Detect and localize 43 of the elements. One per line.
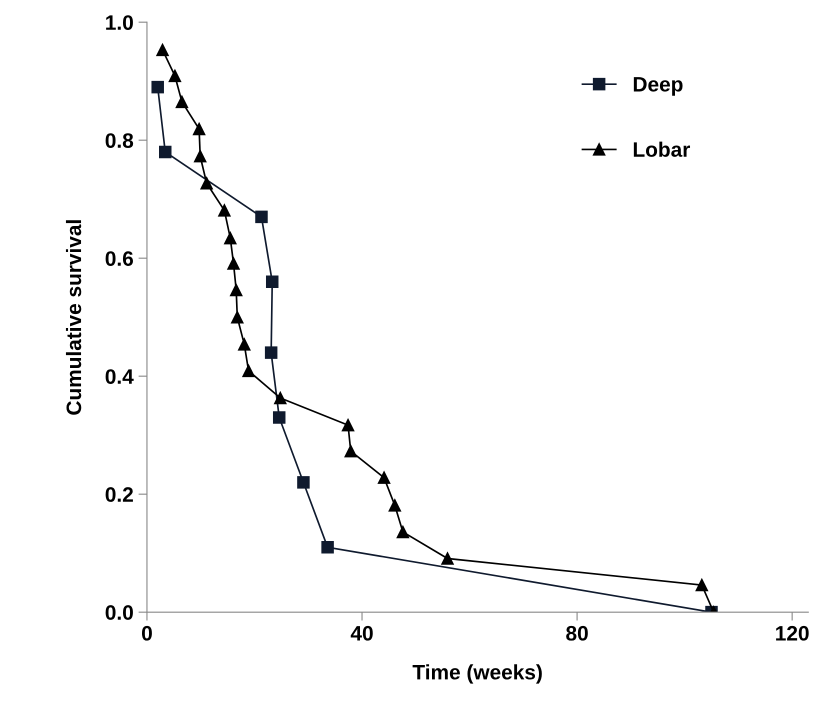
- point: [378, 471, 390, 484]
- point: [176, 96, 188, 108]
- point: [255, 210, 268, 224]
- point: [168, 70, 182, 82]
- point: [242, 364, 255, 378]
- y-tick-label: 0.0: [106, 605, 133, 620]
- point: [274, 392, 287, 404]
- y-tick-label: 1.0: [106, 15, 133, 30]
- point: [200, 177, 213, 190]
- point: [231, 310, 244, 324]
- legend-label: Deep: [634, 77, 683, 96]
- point: [194, 150, 206, 162]
- point: [342, 418, 354, 432]
- point: [156, 44, 169, 56]
- y-tick-label: 0.2: [106, 487, 133, 502]
- point: [264, 346, 278, 359]
- y-axis-title: Cumulative survival: [66, 220, 82, 415]
- point: [158, 146, 172, 158]
- x-tick-label: 120: [776, 626, 809, 641]
- point: [230, 284, 242, 296]
- point: [321, 541, 334, 554]
- point: [696, 578, 708, 592]
- point: [218, 204, 231, 217]
- point: [266, 276, 278, 288]
- point: [344, 444, 357, 458]
- point: [227, 257, 240, 270]
- y-tick-label: 0.4: [106, 369, 134, 384]
- y-tick-label: 0.6: [106, 251, 134, 266]
- legend-label: Lobar: [634, 142, 690, 157]
- point: [388, 499, 402, 512]
- point: [224, 232, 237, 244]
- x-axis-title: Time (weeks): [412, 664, 542, 684]
- x-tick-label: 80: [566, 626, 588, 641]
- x-tick-label: 40: [350, 626, 373, 641]
- point: [441, 552, 454, 565]
- x-tick-label: 0: [142, 626, 152, 641]
- point: [396, 526, 410, 538]
- point: [297, 476, 310, 489]
- point: [238, 338, 251, 351]
- point: [151, 80, 164, 94]
- point: [272, 411, 286, 424]
- point: [192, 122, 206, 136]
- y-tick-label: 0.8: [106, 133, 134, 148]
